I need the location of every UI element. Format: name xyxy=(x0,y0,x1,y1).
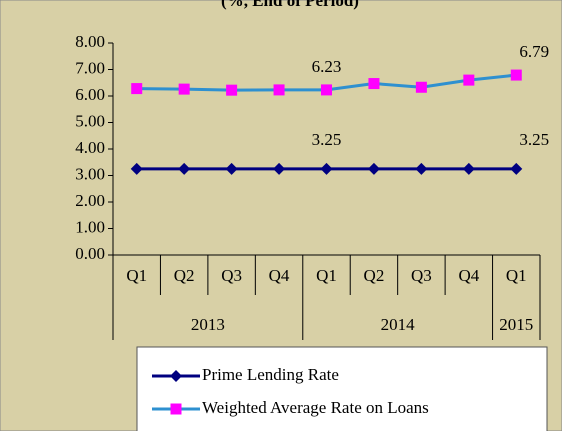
x-tick-label: Q3 xyxy=(221,266,242,285)
x-tick-label: Q1 xyxy=(316,266,337,285)
x-tick-label: Q2 xyxy=(174,266,195,285)
point xyxy=(130,162,143,175)
chart-title: (%, End of Period) xyxy=(221,0,359,10)
point xyxy=(320,162,333,175)
point xyxy=(415,81,427,93)
x-tick-label: Q2 xyxy=(364,266,385,285)
year-label: 2015 xyxy=(499,315,533,334)
point xyxy=(510,162,523,175)
point xyxy=(131,83,143,95)
y-tick-label: 5.00 xyxy=(75,111,105,130)
legend-label: Prime Lending Rate xyxy=(202,365,339,384)
y-tick-label: 3.00 xyxy=(75,164,105,183)
point xyxy=(462,162,475,175)
point xyxy=(368,78,380,90)
y-tick-label: 4.00 xyxy=(75,138,105,157)
legend-marker xyxy=(170,370,182,382)
y-tick-label: 0.00 xyxy=(75,244,105,263)
data-label: 3.25 xyxy=(519,130,549,149)
point xyxy=(463,74,475,86)
point xyxy=(415,162,428,175)
point xyxy=(510,69,522,81)
year-label: 2014 xyxy=(381,315,416,334)
point xyxy=(178,162,191,175)
point xyxy=(367,162,380,175)
legend-marker xyxy=(170,403,182,415)
x-tick-label: Q1 xyxy=(506,266,527,285)
y-tick-label: 6.00 xyxy=(75,85,105,104)
point xyxy=(178,83,190,95)
point xyxy=(321,84,332,96)
point xyxy=(273,162,286,175)
x-tick-label: Q3 xyxy=(411,266,432,285)
y-tick-label: 2.00 xyxy=(75,191,105,210)
point xyxy=(226,84,238,96)
legend-box xyxy=(136,346,548,431)
x-tick-label: Q4 xyxy=(458,266,479,285)
point xyxy=(225,162,238,175)
y-tick-label: 1.00 xyxy=(75,217,105,236)
x-tick-label: Q1 xyxy=(126,266,147,285)
point xyxy=(273,84,285,96)
year-label: 2013 xyxy=(191,315,225,334)
data-label: 6.79 xyxy=(519,42,549,61)
y-tick-label: 8.00 xyxy=(75,32,105,51)
data-label: 6.23 xyxy=(312,57,342,76)
data-label: 3.25 xyxy=(312,130,342,149)
y-tick-label: 7.00 xyxy=(75,58,105,77)
legend-label: Weighted Average Rate on Loans xyxy=(202,398,429,417)
x-tick-label: Q4 xyxy=(269,266,290,285)
